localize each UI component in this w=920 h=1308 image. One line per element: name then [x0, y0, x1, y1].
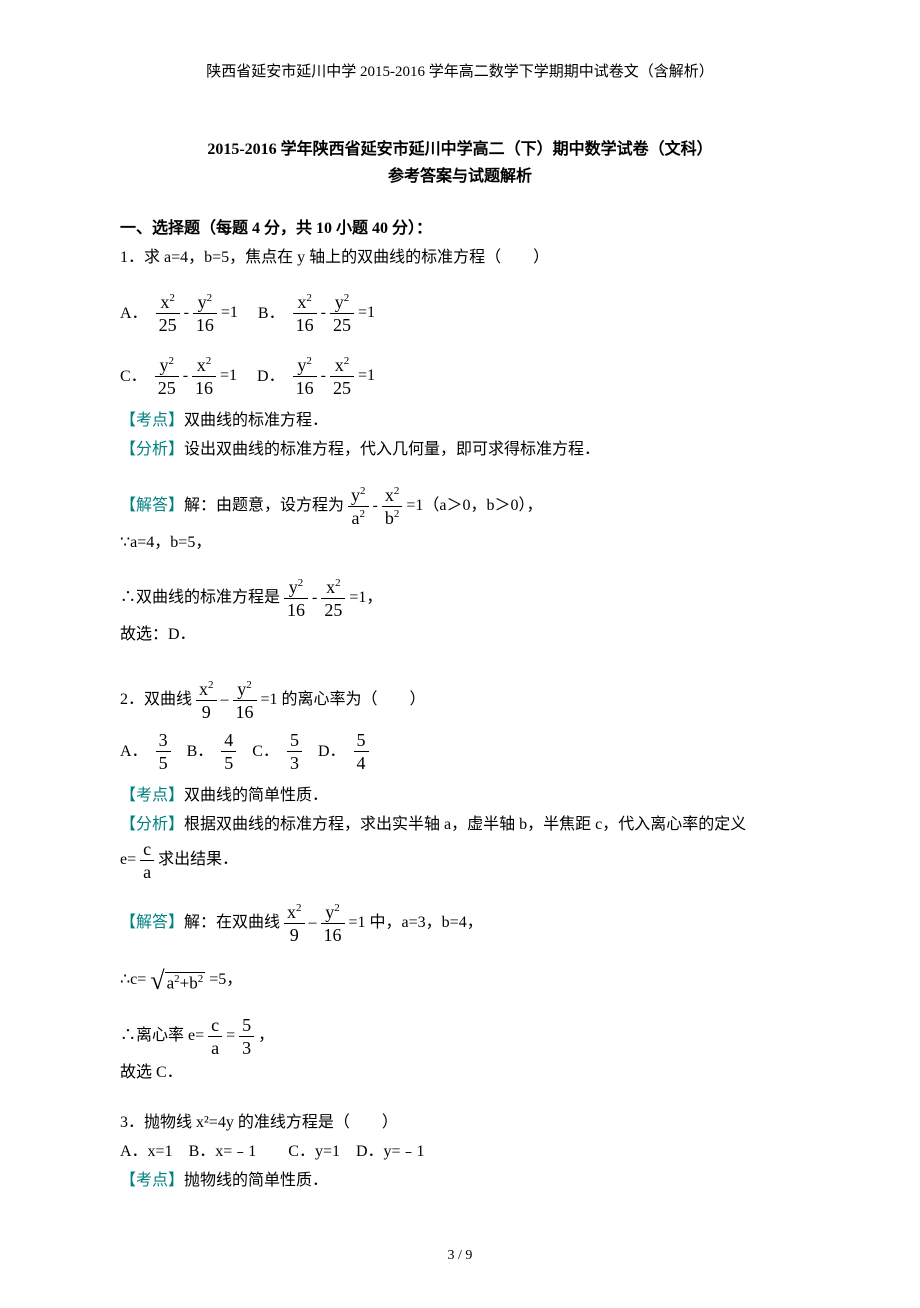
kaodian-label-2: 【考点】 [120, 787, 184, 804]
q1-kaodian: 【考点】双曲线的标准方程． [120, 407, 800, 434]
jieda-label: 【解答】 [120, 497, 184, 514]
q1-options-ab: A． x225 - y216 =1 B． x216 - y225 =1 [120, 293, 800, 334]
q2-jd4: 故选 C． [120, 1059, 800, 1086]
q1-jd3-eq: y216 - x225 [284, 578, 345, 619]
q2-jd1-eq: x29 – y216 [284, 903, 345, 944]
kaodian-label-3: 【考点】 [120, 1172, 184, 1189]
q1-jd1-post: =1（a＞0，b＞0）， [406, 497, 542, 514]
exam-title-2: 参考答案与试题解析 [120, 163, 800, 190]
q2-fx2-post: 求出结果． [158, 852, 238, 869]
q1-jieda-1: 【解答】解：由题意，设方程为 y2a2 - x2b2 =1（a＞0，b＞0）， [120, 486, 800, 527]
q2-kd-text: 双曲线的简单性质． [184, 787, 328, 804]
q2-stem-pre: 2．双曲线 [120, 691, 192, 708]
q2-fenxi-2: e= ca 求出结果． [120, 840, 800, 881]
fenxi-label-2: 【分析】 [120, 816, 184, 833]
fenxi-label: 【分析】 [120, 441, 184, 458]
q3-stem: 3．抛物线 x²=4y 的准线方程是（ ） [120, 1109, 800, 1136]
q1-fx-text: 设出双曲线的标准方程，代入几何量，即可求得标准方程． [184, 441, 600, 458]
q1-optA-label: A． [120, 300, 148, 327]
page-header: 陕西省延安市延川中学 2015-2016 学年高二数学下学期期中试卷文（含解析） [120, 60, 800, 86]
q2-optC-label: C． [252, 738, 279, 765]
q1-jd1-eq: y2a2 - x2b2 [348, 486, 402, 527]
q3-kaodian: 【考点】抛物线的简单性质． [120, 1167, 800, 1194]
q1-optC-label: C． [120, 363, 147, 390]
q1-jd3: ∴双曲线的标准方程是 y216 - x225 =1， [120, 578, 800, 619]
q1-optB-eq: x216 - y225 =1 [293, 293, 375, 334]
q2-optC-eq: 53 [287, 731, 302, 772]
q2-optD-label: D． [318, 738, 346, 765]
q1-jd4: 故选：D． [120, 621, 800, 648]
q1-jd3-pre: ∴双曲线的标准方程是 [120, 589, 280, 606]
q1-optD-eq: y216 - x225 =1 [293, 356, 375, 397]
q2-options: A． 35 B． 45 C． 53 D． 54 [120, 731, 800, 772]
q2-optB-label: B． [187, 738, 214, 765]
q1-optC-eq: y225 - x216 =1 [155, 356, 237, 397]
q1-jd1-pre: 解：由题意，设方程为 [184, 497, 344, 514]
q2-jd1-pre: 解：在双曲线 [184, 915, 280, 932]
q1-optD-label: D． [257, 363, 285, 390]
q1-stem: 1．求 a=4，b=5，焦点在 y 轴上的双曲线的标准方程（ ） [120, 244, 800, 271]
q2-optA-eq: 35 [156, 731, 171, 772]
sqrt-expr: √a2+b2 [150, 967, 205, 994]
document-page: 陕西省延安市延川中学 2015-2016 学年高二数学下学期期中试卷文（含解析）… [0, 0, 920, 1308]
q2-jd1: 【解答】解：在双曲线 x29 – y216 =1 中，a=3，b=4， [120, 903, 800, 944]
page-number: 3 / 9 [120, 1244, 800, 1268]
q2-fx2-pre: e= [120, 852, 136, 869]
q2-jd3-eq2: 53 [239, 1016, 254, 1057]
q2-jd2: ∴c= √a2+b2 =5， [120, 966, 800, 994]
q1-jd3-post: =1， [349, 589, 382, 606]
q2-fenxi-1: 【分析】根据双曲线的标准方程，求出实半轴 a，虚半轴 b，半焦距 c，代入离心率… [120, 811, 800, 838]
q2-stem-post: =1 的离心率为（ ） [261, 691, 426, 708]
q1-fenxi: 【分析】设出双曲线的标准方程，代入几何量，即可求得标准方程． [120, 436, 800, 463]
q2-jd2-pre: ∴c= [120, 971, 146, 988]
q2-stem: 2．双曲线 x29 – y216 =1 的离心率为（ ） [120, 680, 800, 721]
q2-fx2-eq: ca [140, 840, 154, 881]
q1-optA-eq: x225 - y216 =1 [156, 293, 238, 334]
section-heading: 一、选择题（每题 4 分，共 10 小题 40 分）： [120, 215, 800, 242]
q3-options: A．x=1 B．x=﹣1 C．y=1 D．y=﹣1 [120, 1138, 800, 1165]
jieda-label-2: 【解答】 [120, 915, 184, 932]
q2-fx1-text: 根据双曲线的标准方程，求出实半轴 a，虚半轴 b，半焦距 c，代入离心率的定义 [184, 816, 746, 833]
q3-kd-text: 抛物线的简单性质． [184, 1172, 328, 1189]
q2-jd3: ∴离心率 e= ca = 53 ， [120, 1016, 800, 1057]
q2-jd2-post: =5， [209, 971, 242, 988]
q2-optB-eq: 45 [221, 731, 236, 772]
q1-options-cd: C． y225 - x216 =1 D． y216 - x225 =1 [120, 356, 800, 397]
q1-jd2: ∵a=4，b=5， [120, 529, 800, 556]
q1-kd-text: 双曲线的标准方程． [184, 412, 328, 429]
q2-stem-eq: x29 – y216 [196, 680, 257, 721]
q1-optB-label: B． [258, 300, 285, 327]
kaodian-label: 【考点】 [120, 412, 184, 429]
q2-jd3-post: ， [258, 1028, 274, 1045]
exam-title-1: 2015-2016 学年陕西省延安市延川中学高二（下）期中数学试卷（文科） [120, 136, 800, 163]
q2-jd3-eq1: ca [208, 1016, 222, 1057]
q2-kaodian: 【考点】双曲线的简单性质． [120, 782, 800, 809]
q2-jd3-pre: ∴离心率 e= [120, 1028, 204, 1045]
q2-jd1-post: =1 中，a=3，b=4， [349, 915, 483, 932]
q2-optD-eq: 54 [354, 731, 369, 772]
q2-optA-label: A． [120, 738, 148, 765]
